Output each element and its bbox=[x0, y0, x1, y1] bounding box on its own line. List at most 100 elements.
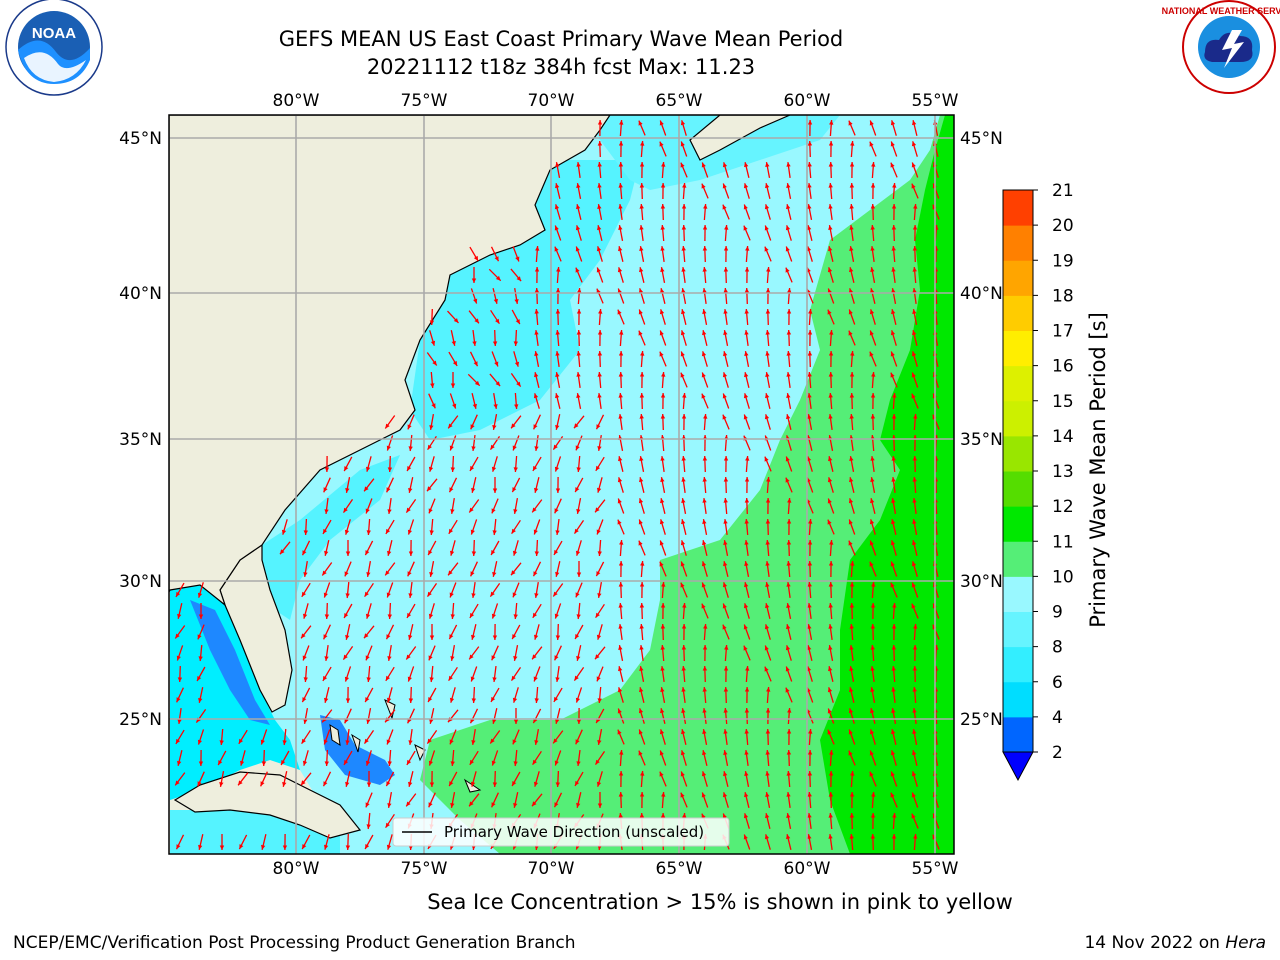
wave-vector bbox=[702, 540, 708, 556]
wave-vector bbox=[912, 708, 917, 724]
wave-vector bbox=[175, 582, 185, 598]
wave-vector bbox=[723, 686, 729, 704]
wave-vector bbox=[722, 414, 730, 430]
wave-vector bbox=[701, 393, 709, 409]
wave-vector bbox=[510, 373, 522, 387]
wave-vector bbox=[365, 498, 373, 514]
wave-vector bbox=[470, 666, 478, 682]
wave-vector bbox=[680, 141, 688, 157]
wave-vector bbox=[807, 371, 812, 389]
wave-vector bbox=[890, 771, 898, 787]
wave-vector bbox=[890, 750, 897, 766]
wave-direction-vectors bbox=[174, 119, 940, 851]
wave-vector bbox=[659, 141, 667, 157]
wave-vector bbox=[513, 792, 519, 808]
wave-vector bbox=[890, 330, 897, 346]
wave-vector bbox=[701, 792, 709, 808]
wave-vector bbox=[680, 750, 687, 766]
wave-vector bbox=[807, 581, 812, 599]
map-area: Primary Wave Direction (unscaled) bbox=[169, 115, 954, 854]
wave-vector bbox=[659, 729, 666, 745]
colorbar-segment bbox=[1003, 646, 1033, 683]
wave-vector bbox=[510, 268, 522, 282]
wave-vector bbox=[722, 162, 729, 178]
wave-vector bbox=[827, 498, 835, 514]
wave-vector bbox=[682, 182, 687, 200]
wave-vector bbox=[366, 665, 371, 683]
wave-vector bbox=[364, 540, 374, 556]
wave-vector bbox=[555, 770, 560, 788]
wave-vector bbox=[848, 120, 856, 136]
wave-vector bbox=[722, 204, 730, 220]
wave-vector bbox=[743, 225, 751, 241]
wave-vector bbox=[681, 707, 687, 725]
wave-vector bbox=[512, 687, 519, 703]
wave-vector bbox=[344, 666, 352, 682]
wave-vector bbox=[640, 350, 645, 368]
wave-vector bbox=[660, 266, 666, 284]
wave-vector bbox=[301, 582, 311, 598]
wave-vector bbox=[743, 645, 751, 661]
wave-vector bbox=[827, 687, 834, 703]
wave-vector bbox=[743, 204, 751, 220]
wave-vector bbox=[765, 287, 771, 305]
wave-vector bbox=[534, 308, 539, 326]
wave-vector bbox=[552, 583, 564, 597]
wave-vector bbox=[911, 792, 919, 808]
wave-vector bbox=[554, 225, 562, 241]
wave-vector bbox=[324, 834, 330, 850]
wave-vector bbox=[891, 224, 897, 242]
lon-label-bottom: 55°W bbox=[912, 859, 959, 879]
wave-vector bbox=[912, 266, 917, 284]
wave-vector bbox=[722, 183, 730, 199]
wave-vector bbox=[491, 645, 499, 661]
cuba-land bbox=[173, 771, 362, 839]
wave-vector bbox=[765, 351, 770, 367]
wave-vector bbox=[618, 161, 624, 179]
wave-vector bbox=[303, 603, 309, 619]
wave-vector bbox=[892, 602, 897, 620]
colorbar-tick-label: 19 bbox=[1052, 251, 1074, 271]
wave-vector bbox=[786, 329, 792, 347]
wave-vector bbox=[238, 834, 248, 850]
wave-vector bbox=[429, 413, 435, 431]
wave-vector bbox=[513, 602, 518, 620]
wave-vector bbox=[702, 665, 708, 683]
wave-vector bbox=[723, 539, 729, 557]
wave-vector bbox=[870, 456, 875, 472]
wave-vector bbox=[638, 498, 645, 514]
wave-vector bbox=[492, 518, 497, 536]
colorbar-segment bbox=[1003, 225, 1033, 261]
wave-vector bbox=[554, 456, 562, 472]
wave-vector bbox=[385, 813, 395, 829]
wave-vector bbox=[469, 456, 479, 472]
wave-vector bbox=[639, 645, 644, 661]
wave-vector bbox=[849, 791, 855, 809]
wave-vector bbox=[617, 477, 624, 493]
wave-vector bbox=[808, 728, 813, 746]
wave-vector bbox=[574, 624, 584, 640]
wave-vector bbox=[426, 583, 438, 597]
wave-vector bbox=[301, 687, 311, 703]
wave-vector bbox=[764, 666, 772, 682]
wave-vector bbox=[617, 498, 625, 514]
wave-vector bbox=[702, 455, 708, 473]
wave-vector bbox=[639, 225, 644, 241]
wave-vector bbox=[324, 749, 329, 767]
wave-vector bbox=[828, 560, 834, 578]
wave-vector bbox=[807, 791, 812, 809]
wave-vector bbox=[722, 624, 730, 640]
lat-label-right: 25°N bbox=[960, 710, 1003, 730]
wave-vector bbox=[639, 602, 645, 620]
wave-vector bbox=[680, 351, 688, 367]
wave-vector bbox=[660, 644, 665, 662]
wave-vector bbox=[618, 666, 624, 682]
wave-vector bbox=[765, 603, 771, 619]
footer-date: 14 Nov 2022 on Hera bbox=[1084, 933, 1266, 953]
wave-vector bbox=[764, 414, 771, 430]
lon-label-bottom: 60°W bbox=[784, 859, 831, 879]
wave-vector bbox=[491, 498, 499, 514]
wave-vector bbox=[722, 393, 730, 409]
wave-vector bbox=[891, 707, 897, 725]
colorbar-segment bbox=[1003, 506, 1033, 542]
